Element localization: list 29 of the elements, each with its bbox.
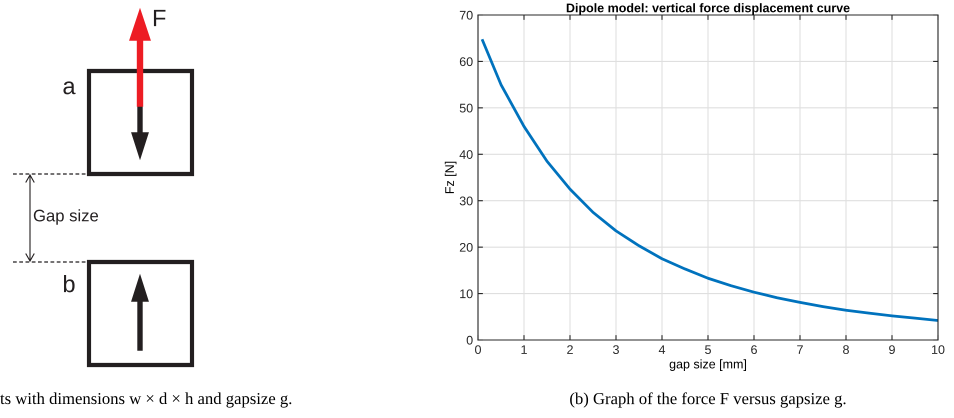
- text: a: [63, 81, 76, 94]
- y-tick-label: 50: [460, 104, 473, 113]
- y-tick-label: 60: [460, 57, 473, 66]
- x-tick-label: 10: [932, 345, 944, 354]
- text: b: [64, 274, 75, 292]
- x-tick-label: 6: [751, 345, 757, 354]
- text: ts with dimensions w × d × h and gapsize g.: [0, 392, 292, 408]
- text: Gap size: [34, 209, 98, 225]
- x-tick-label: 2: [567, 345, 573, 354]
- y-tick-label: 70: [460, 10, 473, 20]
- x-tick-label: 0: [475, 345, 481, 354]
- x-tick-label: 9: [889, 345, 895, 354]
- y-tick-label: 10: [460, 289, 473, 298]
- x-tick-label: 3: [613, 345, 619, 354]
- y-tick-label: 30: [460, 196, 473, 206]
- y-tick-label: 0: [466, 336, 473, 345]
- y-tick-label: 20: [460, 242, 473, 252]
- x-tick-label: 7: [797, 345, 803, 354]
- line-series: [481, 39, 938, 322]
- x-axis-title: gap size [mm]: [670, 359, 746, 371]
- chart-title: Dipole model: vertical force displacement curve: [566, 3, 850, 15]
- text: (b) Graph of the force F versus gapsize g.: [570, 392, 846, 408]
- x-tick-label: 8: [843, 345, 849, 354]
- y-tick-label: 40: [460, 150, 473, 159]
- y-axis-title: Fz [N]: [444, 162, 456, 194]
- text: F: [154, 10, 166, 26]
- x-tick-label: 4: [658, 345, 666, 354]
- x-tick-label: 5: [705, 345, 711, 354]
- x-tick-label: 1: [521, 345, 527, 354]
